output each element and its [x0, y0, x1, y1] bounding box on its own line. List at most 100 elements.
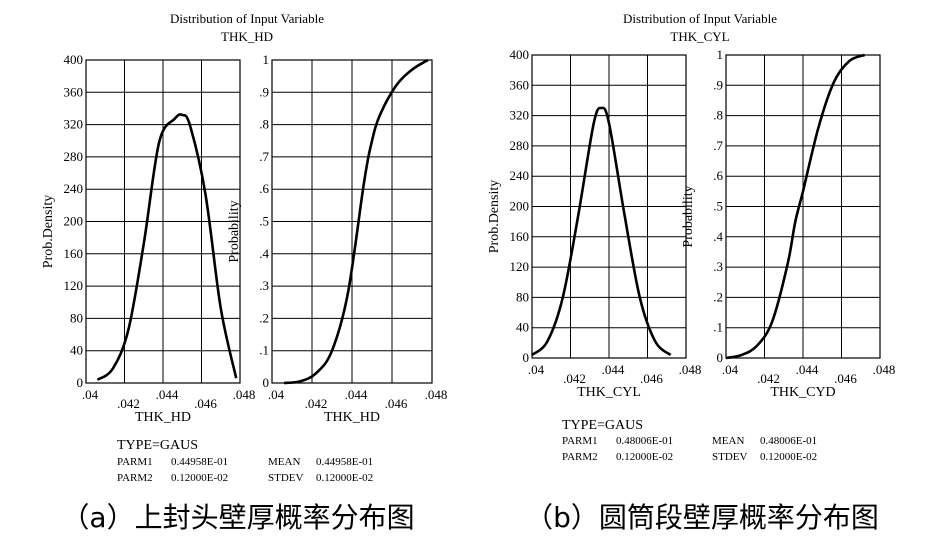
panel-a-stdev-label: STDEV — [268, 472, 304, 484]
x-tick-label: .04 — [82, 387, 99, 402]
y-tick-label: .5 — [259, 214, 269, 229]
y-axis-label: Probability — [227, 200, 242, 262]
y-tick-label: .8 — [713, 108, 723, 123]
x-tick-label: .044 — [345, 387, 368, 402]
y-axis-label: Probability — [681, 185, 696, 247]
y-tick-label: 320 — [510, 108, 530, 123]
x-tick-label: .046 — [385, 396, 408, 411]
panel-b-parm1-label: PARM1 — [562, 435, 598, 447]
y-tick-label: 360 — [510, 77, 530, 92]
x-tick-label: .042 — [757, 371, 780, 386]
x-tick-label: .044 — [156, 387, 179, 402]
panel-b-stdev-label: STDEV — [712, 451, 748, 463]
plot-frame — [531, 54, 687, 359]
curve-b-density — [531, 106, 672, 357]
panel-a-type: TYPE=GAUS — [117, 438, 198, 453]
x-tick-label: .04 — [528, 362, 545, 377]
x-axis-label: THK_HD — [135, 410, 191, 425]
y-tick-label: .1 — [259, 343, 269, 358]
panel-b-parm2-label: PARM2 — [562, 451, 598, 463]
panel-b-parm2-value: 0.12000E-02 — [616, 451, 673, 463]
panel-a-parm1-label: PARM1 — [117, 456, 153, 468]
y-tick-label: .4 — [259, 246, 269, 261]
x-tick-label: .048 — [873, 362, 896, 377]
panel-a-stdev-value: 0.12000E-02 — [316, 472, 373, 484]
y-tick-label: 80 — [516, 289, 529, 304]
plot-frame — [725, 54, 881, 359]
curve-a-density — [96, 113, 238, 381]
y-tick-label: 40 — [516, 320, 529, 335]
y-tick-label: 0 — [77, 375, 84, 390]
y-tick-label: 0 — [523, 350, 530, 365]
panel-b-mean-value: 0.48006E-01 — [760, 435, 817, 447]
plot-frame — [85, 59, 241, 384]
y-tick-label: .6 — [259, 181, 269, 196]
y-tick-label: .3 — [259, 278, 269, 293]
y-tick-label: .9 — [259, 84, 269, 99]
x-tick-label: .042 — [117, 396, 140, 411]
curve-a-cdf — [283, 58, 429, 385]
plot-frame — [271, 59, 433, 384]
y-tick-label: .9 — [713, 77, 723, 92]
y-tick-label: 280 — [64, 149, 84, 164]
panel-a-parm2-label: PARM2 — [117, 472, 153, 484]
y-tick-label: 120 — [64, 278, 84, 293]
y-tick-label: 280 — [510, 138, 530, 153]
y-tick-label: 360 — [64, 84, 84, 99]
panel-b-title: Distribution of Input Variable — [623, 11, 777, 26]
x-tick-label: .048 — [679, 362, 702, 377]
y-tick-label: .3 — [713, 259, 723, 274]
y-axis-label: Prob.Density — [41, 195, 56, 269]
y-tick-label: 240 — [510, 168, 530, 183]
panel-b-mean-label: MEAN — [712, 435, 744, 447]
panel-a-parm1-value: 0.44958E-01 — [171, 456, 228, 468]
y-tick-label: .5 — [713, 199, 723, 214]
y-tick-label: .7 — [259, 149, 269, 164]
y-tick-label: 320 — [64, 117, 84, 132]
y-tick-label: 1 — [717, 47, 724, 62]
y-tick-label: 80 — [70, 310, 83, 325]
y-tick-label: 400 — [510, 47, 530, 62]
panel-a-mean-value: 0.44958E-01 — [316, 456, 373, 468]
y-tick-label: .7 — [713, 138, 723, 153]
x-tick-label: .048 — [425, 387, 448, 402]
y-tick-label: .2 — [259, 310, 269, 325]
y-tick-label: .4 — [713, 229, 723, 244]
chart-a-density: 0 40 80 120 160 200 240 280 320 360 400 .04 .042 .044… — [41, 52, 255, 425]
chart-b-cdf: 0 .1 .2 .3 .4 .5 .6 .7 .8 .9 1 .04 .042 .044 .046 .048 T… — [681, 47, 895, 400]
x-tick-label: .04 — [722, 362, 739, 377]
curve-b-cdf — [725, 53, 866, 360]
x-axis-label: THK_HD — [324, 410, 380, 425]
y-tick-label: .6 — [713, 168, 723, 183]
x-tick-label: .046 — [194, 396, 217, 411]
y-tick-label: 160 — [510, 229, 530, 244]
y-tick-label: 0 — [717, 350, 724, 365]
y-tick-label: 160 — [64, 246, 84, 261]
panel-b-variable: THK_CYL — [670, 29, 729, 44]
panel-a-variable: THK_HD — [221, 29, 273, 44]
panel-b-parm1-value: 0.48006E-01 — [616, 435, 673, 447]
y-tick-label: 0 — [263, 375, 270, 390]
chart-a-cdf: 0 .1 .2 .3 .4 .5 .6 .7 .8 .9 1 .04 .042 .044 .046 .048 T… — [227, 52, 447, 425]
panel-b-caption: （b）圆筒段壁厚概率分布图 — [525, 501, 879, 534]
y-tick-label: 200 — [510, 199, 530, 214]
y-tick-label: 120 — [510, 259, 530, 274]
panel-a-caption: （a）上封头壁厚概率分布图 — [61, 501, 414, 534]
y-axis-label: Prob.Density — [487, 180, 502, 254]
chart-b-density: 0 40 80 120 160 200 240 280 320 360 400 .04 .042 .044… — [487, 47, 701, 400]
panel-a-parm2-value: 0.12000E-02 — [171, 472, 228, 484]
x-tick-label: .046 — [640, 371, 663, 386]
y-tick-label: 400 — [64, 52, 84, 67]
x-axis-label: THK_CYD — [770, 385, 835, 400]
x-tick-label: .042 — [563, 371, 586, 386]
y-tick-label: 1 — [263, 52, 270, 67]
x-tick-label: .044 — [602, 362, 625, 377]
y-tick-label: 240 — [64, 181, 84, 196]
x-tick-label: .044 — [796, 362, 819, 377]
y-tick-label: 40 — [70, 343, 83, 358]
y-tick-label: .8 — [259, 117, 269, 132]
panel-a-title: Distribution of Input Variable — [170, 11, 324, 26]
panel-b-stdev-value: 0.12000E-02 — [760, 451, 817, 463]
y-tick-label: 200 — [64, 214, 84, 229]
